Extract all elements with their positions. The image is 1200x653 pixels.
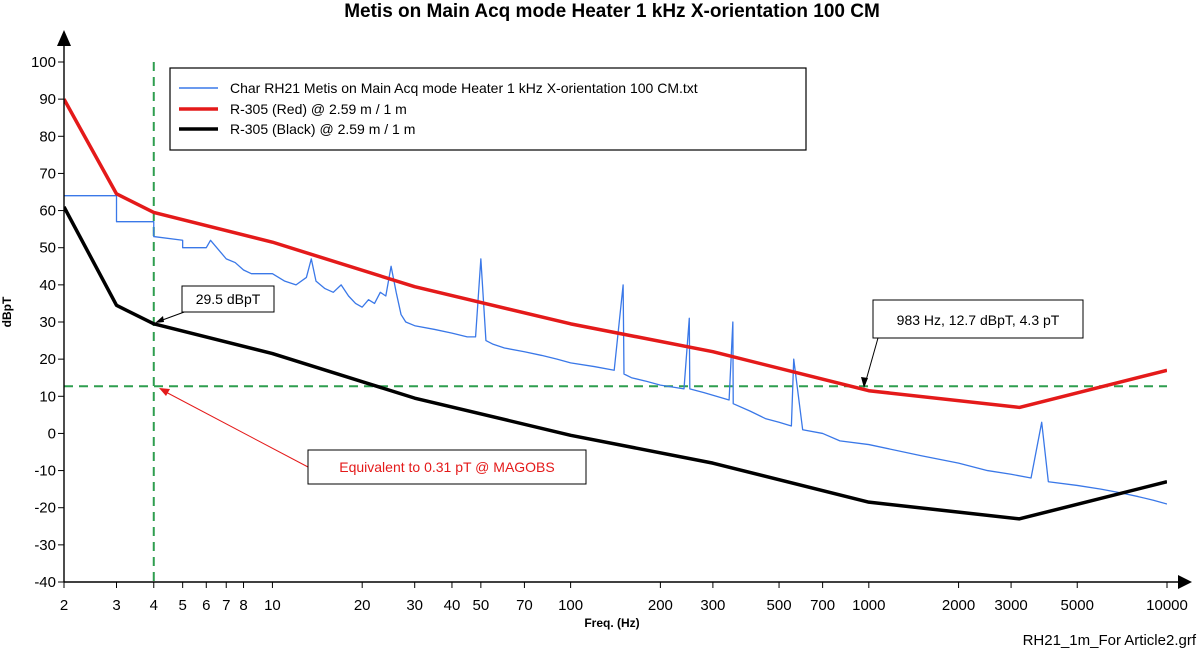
legend: Char RH21 Metis on Main Acq mode Heater …	[170, 68, 806, 150]
annotation-983hz-leader	[865, 338, 878, 384]
chart-title: Metis on Main Acq mode Heater 1 kHz X-or…	[344, 1, 880, 22]
legend-entry-black: R-305 (Black) @ 2.59 m / 1 m	[230, 121, 415, 137]
y-tick-label: 100	[31, 54, 56, 71]
y-tick-label: 30	[39, 314, 56, 331]
y-tick-label: -20	[34, 500, 56, 517]
x-tick-label: 3	[112, 597, 120, 614]
y-tick-label: -40	[34, 574, 56, 591]
x-tick-label: 10000	[1146, 597, 1188, 614]
y-tick-label: 50	[39, 240, 56, 257]
y-axis-arrow-icon	[57, 30, 71, 46]
annotation-29-5-arrow-icon	[155, 316, 164, 323]
x-tick-label: 5	[178, 597, 186, 614]
y-tick-label: -10	[34, 463, 56, 480]
x-axis-label: Freq. (Hz)	[584, 616, 639, 630]
y-tick-label: 0	[48, 425, 56, 442]
x-tick-label: 2	[60, 597, 68, 614]
x-tick-label: 300	[700, 597, 725, 614]
y-tick-label: 20	[39, 351, 56, 368]
footer-filename: RH21_1m_For Article2.grf	[1023, 632, 1197, 649]
annotation-magobs-text: Equivalent to 0.31 pT @ MAGOBS	[339, 459, 555, 475]
x-axis-arrow-icon	[1178, 575, 1192, 589]
y-tick-label: 80	[39, 128, 56, 145]
annotation-29-5: 29.5 dBpT	[155, 286, 274, 323]
x-tick-label: 700	[810, 597, 835, 614]
annotation-magobs-leader	[162, 390, 308, 467]
legend-entry-blue: Char RH21 Metis on Main Acq mode Heater …	[230, 80, 698, 96]
annotation-983hz: 983 Hz, 12.7 dBpT, 4.3 pT	[861, 300, 1083, 388]
x-tick-label: 100	[558, 597, 583, 614]
annotation-magobs: Equivalent to 0.31 pT @ MAGOBS	[159, 388, 586, 484]
x-tick-label: 200	[648, 597, 673, 614]
y-tick-label: 10	[39, 388, 56, 405]
x-tick-label: 1000	[852, 597, 885, 614]
y-tick-label: 40	[39, 277, 56, 294]
x-tick-label: 10	[264, 597, 281, 614]
annotation-magobs-arrow-icon	[159, 388, 170, 396]
x-tick-label: 5000	[1061, 597, 1094, 614]
x-tick-label: 500	[767, 597, 792, 614]
x-tick-label: 8	[239, 597, 247, 614]
x-tick-label: 6	[202, 597, 210, 614]
y-tick-label: -30	[34, 537, 56, 554]
x-tick-label: 4	[150, 597, 158, 614]
x-tick-label: 50	[473, 597, 490, 614]
annotation-29-5-text: 29.5 dBpT	[196, 291, 261, 307]
x-tick-label: 30	[406, 597, 423, 614]
y-tick-label: 90	[39, 91, 56, 108]
series-line-blue-measured	[64, 196, 1167, 504]
annotation-983hz-text: 983 Hz, 12.7 dBpT, 4.3 pT	[897, 312, 1060, 328]
y-tick-label: 70	[39, 165, 56, 182]
x-tick-label: 3000	[994, 597, 1027, 614]
legend-entry-red: R-305 (Red) @ 2.59 m / 1 m	[230, 101, 407, 117]
chart-root: Metis on Main Acq mode Heater 1 kHz X-or…	[0, 0, 1200, 653]
x-tick-label: 7	[222, 597, 230, 614]
x-tick-label: 20	[354, 597, 371, 614]
x-tick-labels: 2 3 4 5 6 7 8 10 20 30 40 50 70 100 200 300 500 700 1000 20…	[60, 597, 1188, 614]
y-tick-label: 60	[39, 203, 56, 220]
x-tick-label: 40	[444, 597, 461, 614]
y-axis-label: dBpT	[0, 296, 14, 327]
x-tick-label: 2000	[942, 597, 975, 614]
x-tick-label: 70	[516, 597, 533, 614]
